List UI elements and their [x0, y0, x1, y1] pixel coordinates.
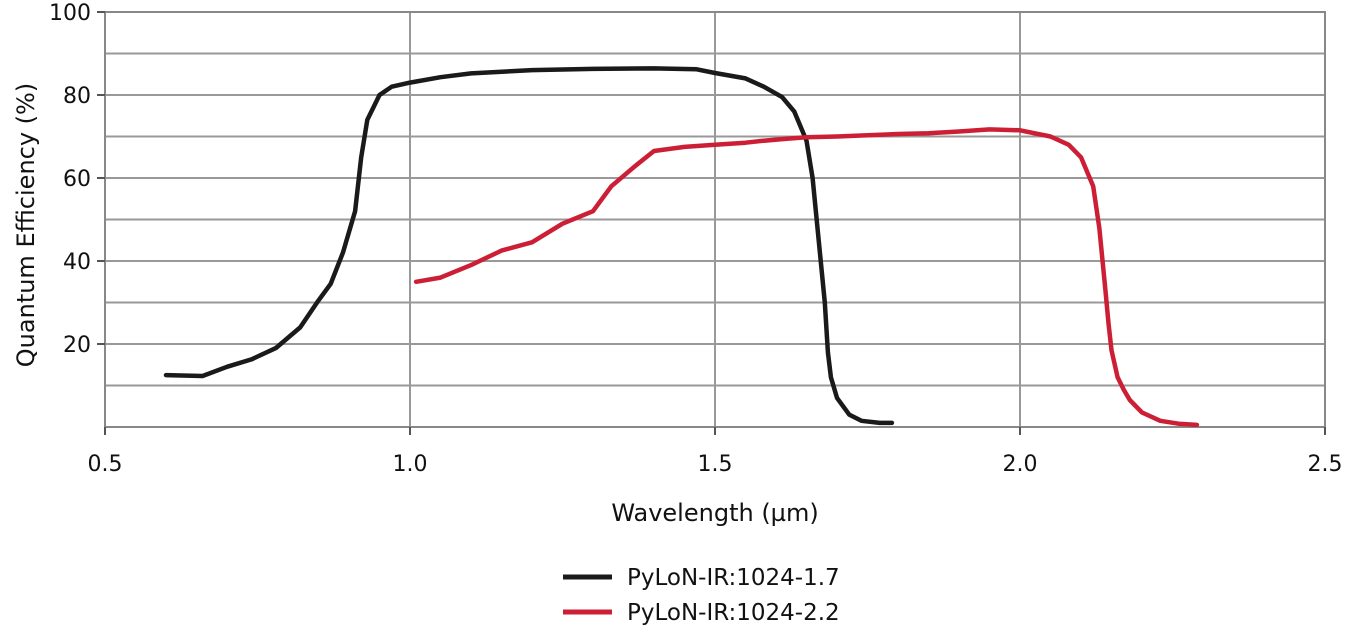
series-line-2 [413, 127, 1200, 428]
legend: PyLoN-IR:1024-1.7 PyLoN-IR:1024-2.2 [563, 565, 840, 626]
legend-label: PyLoN-IR:1024-2.2 [627, 600, 840, 626]
y-tick-label: 80 [63, 84, 91, 109]
series-line-1 [163, 66, 895, 426]
y-tick-label: 20 [63, 333, 91, 358]
x-tick-label: 2.5 [1308, 452, 1343, 477]
y-tick-label: 40 [63, 250, 91, 275]
x-axis-title: Wavelength (µm) [611, 499, 818, 527]
x-tick-label: 1.0 [393, 452, 428, 477]
series-lines [163, 66, 1200, 428]
legend-label: PyLoN-IR:1024-1.7 [627, 565, 840, 591]
x-tick-label: 2.0 [1003, 452, 1038, 477]
y-axis-title: Quantum Efficiency (%) [12, 83, 40, 367]
y-tick-label: 100 [49, 1, 91, 26]
x-tick-label: 1.5 [698, 452, 733, 477]
x-tick-label: 0.5 [88, 452, 123, 477]
y-tick-label: 60 [63, 167, 91, 192]
x-axis-ticks: 0.5 1.0 1.5 2.0 2.5 [88, 427, 1343, 477]
y-axis-ticks: 20 40 60 80 100 [49, 1, 105, 358]
